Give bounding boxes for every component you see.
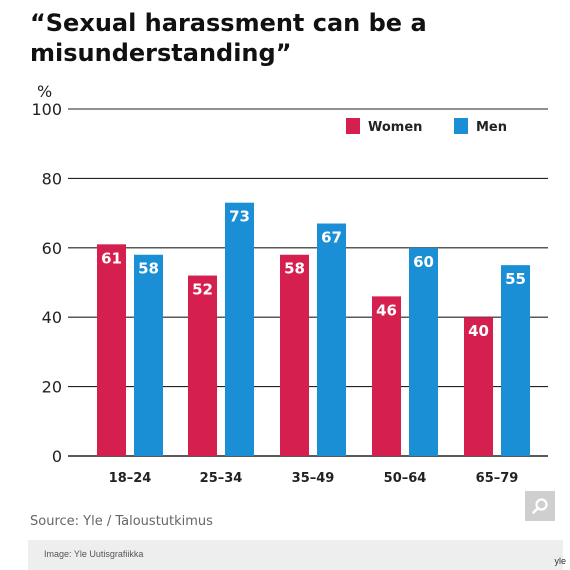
magnifier-icon [532, 498, 548, 514]
bar-chart: % 0 20 40 60 80 100 61 58 52 73 58 67 46 60 40 55 18–2… [31, 82, 548, 486]
bar-value-label: 46 [376, 301, 397, 319]
y-tick-label: 20 [42, 378, 62, 397]
bar-women [188, 275, 217, 456]
bar-value-label: 52 [192, 281, 213, 299]
y-tick-label: 100 [31, 100, 62, 119]
x-category-label: 50–64 [384, 471, 427, 486]
bar-value-label: 58 [138, 260, 159, 278]
image-credit: Image: Yle Uutisgrafiikka [44, 549, 144, 559]
corner-logo-text: yle [554, 556, 566, 566]
bar-value-label: 55 [505, 270, 526, 288]
y-tick-label: 80 [42, 169, 62, 188]
y-tick-label: 60 [42, 239, 62, 258]
category-labels: 18–24 25–34 35–49 50–64 65–79 [109, 471, 519, 486]
legend-swatch-women [346, 118, 360, 134]
bar-women [372, 296, 401, 456]
bar-value-label: 73 [229, 208, 250, 226]
bar-women [464, 317, 493, 456]
legend-label-women: Women [368, 120, 422, 135]
bar-value-label: 61 [101, 249, 122, 267]
chart-title: “Sexual harassment can be a misunderstan… [30, 9, 427, 67]
legend-label-men: Men [476, 120, 507, 135]
bar-value-label: 67 [321, 229, 342, 247]
zoom-button[interactable] [525, 491, 555, 521]
x-category-label: 25–34 [200, 471, 243, 486]
bar-men [501, 265, 530, 456]
x-category-label: 18–24 [109, 471, 152, 486]
bar-men [134, 254, 163, 456]
y-axis-unit: % [37, 82, 52, 101]
bar-value-label: 58 [284, 260, 305, 278]
bar-men [225, 202, 254, 456]
bar-men [409, 247, 438, 456]
legend-swatch-men [454, 118, 468, 134]
legend: Women Men [346, 118, 507, 135]
bar-value-label: 40 [468, 322, 489, 340]
y-tick-label: 0 [52, 447, 62, 466]
bar-men [317, 223, 346, 456]
bar-women [97, 244, 126, 456]
x-category-label: 35–49 [292, 471, 335, 486]
bar-value-label: 60 [413, 253, 434, 271]
x-category-label: 65–79 [476, 471, 519, 486]
bars: 61 58 52 73 58 67 46 60 40 55 [97, 202, 530, 456]
y-tick-label: 40 [42, 308, 62, 327]
image-caption-bar: Image: Yle Uutisgrafiikka [28, 540, 563, 570]
bar-women [280, 254, 309, 456]
source-note: Source: Yle / Taloustutkimus [30, 514, 213, 529]
